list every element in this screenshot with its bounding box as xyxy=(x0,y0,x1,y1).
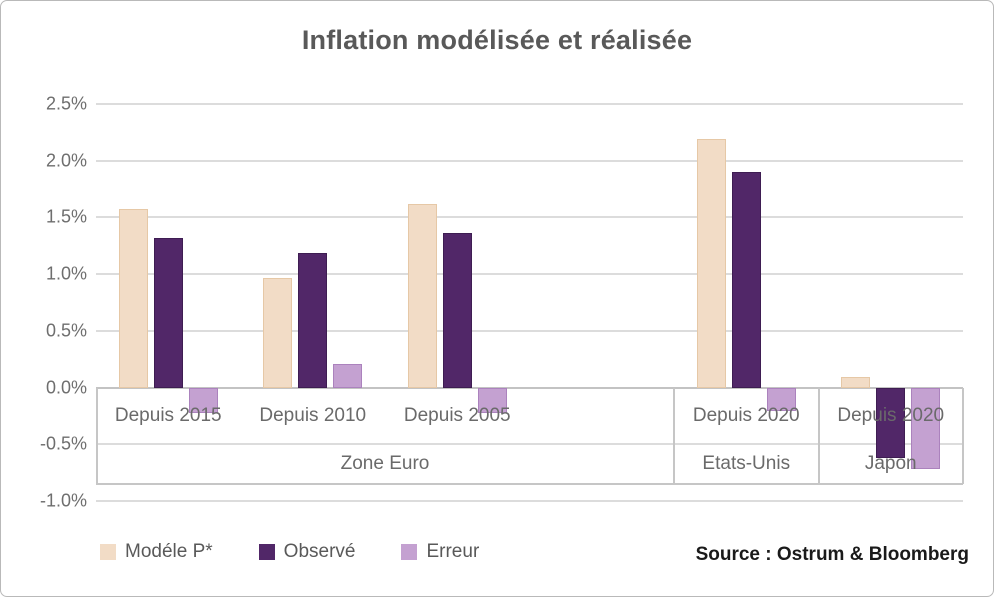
chart-title: Inflation modélisée et réalisée xyxy=(301,25,693,55)
legend-swatch-icon xyxy=(100,544,116,560)
section-label: Zone Euro xyxy=(340,453,430,475)
y-axis-tick-label: -1.0% xyxy=(39,490,87,511)
y-axis-tick-label: 0.5% xyxy=(45,320,87,341)
bar-erreur xyxy=(188,387,218,413)
axis-table-divider xyxy=(817,387,820,484)
gridline xyxy=(96,273,963,276)
bar-erreur xyxy=(477,387,507,413)
gridline xyxy=(96,159,963,162)
legend-item: Observé xyxy=(258,541,356,563)
legend: Modéle P* Observé Erreur xyxy=(100,541,479,563)
bar-erreur xyxy=(766,387,796,412)
gridline xyxy=(96,216,963,219)
gridline xyxy=(96,103,963,105)
bar-erreur xyxy=(333,363,363,388)
bar-observ xyxy=(442,233,472,388)
category-label: Depuis 2020 xyxy=(692,404,800,426)
gridline xyxy=(96,386,963,389)
legend-label: Modéle P* xyxy=(125,541,213,562)
y-axis-tick-label: 2.0% xyxy=(45,150,87,171)
section-label: Japon xyxy=(864,453,917,475)
legend-item: Erreur xyxy=(401,541,479,563)
legend-label: Observé xyxy=(283,541,356,562)
y-axis-tick-label: 1.0% xyxy=(45,263,87,284)
bar-mod-le-p xyxy=(118,209,148,388)
category-label: Depuis 2010 xyxy=(259,404,367,426)
bar-erreur xyxy=(911,387,941,470)
category-label: Depuis 2020 xyxy=(837,404,945,426)
bar-observ xyxy=(298,252,328,388)
axis-table-border xyxy=(962,387,964,484)
legend-swatch-icon xyxy=(401,544,418,560)
legend-swatch-icon xyxy=(258,544,275,560)
bar-mod-le-p xyxy=(841,377,871,388)
category-label: Depuis 2005 xyxy=(403,404,511,426)
bar-mod-le-p xyxy=(407,203,437,388)
section-label: Etats-Unis xyxy=(702,453,791,475)
legend-label: Erreur xyxy=(426,541,480,562)
gridline xyxy=(96,443,963,446)
bar-observ xyxy=(153,237,183,388)
axis-table-divider xyxy=(673,387,675,484)
y-axis-tick-label: 1.5% xyxy=(45,206,87,227)
bar-observ xyxy=(731,172,761,388)
axis-table-border xyxy=(96,387,98,484)
gridline xyxy=(96,329,963,332)
bar-mod-le-p xyxy=(263,277,293,388)
source-note: Source : Ostrum & Bloomberg xyxy=(695,544,969,565)
y-axis-tick-label: -0.5% xyxy=(39,433,87,454)
bar-mod-le-p xyxy=(696,139,726,388)
gridline xyxy=(96,500,963,502)
y-axis-tick-label: 0.0% xyxy=(45,377,87,398)
axis-table-border xyxy=(96,483,963,485)
bar-observ xyxy=(876,387,906,458)
y-axis-tick-label: 2.5% xyxy=(45,93,87,114)
category-label: Depuis 2015 xyxy=(114,404,222,426)
legend-item: Modéle P* xyxy=(100,541,213,563)
